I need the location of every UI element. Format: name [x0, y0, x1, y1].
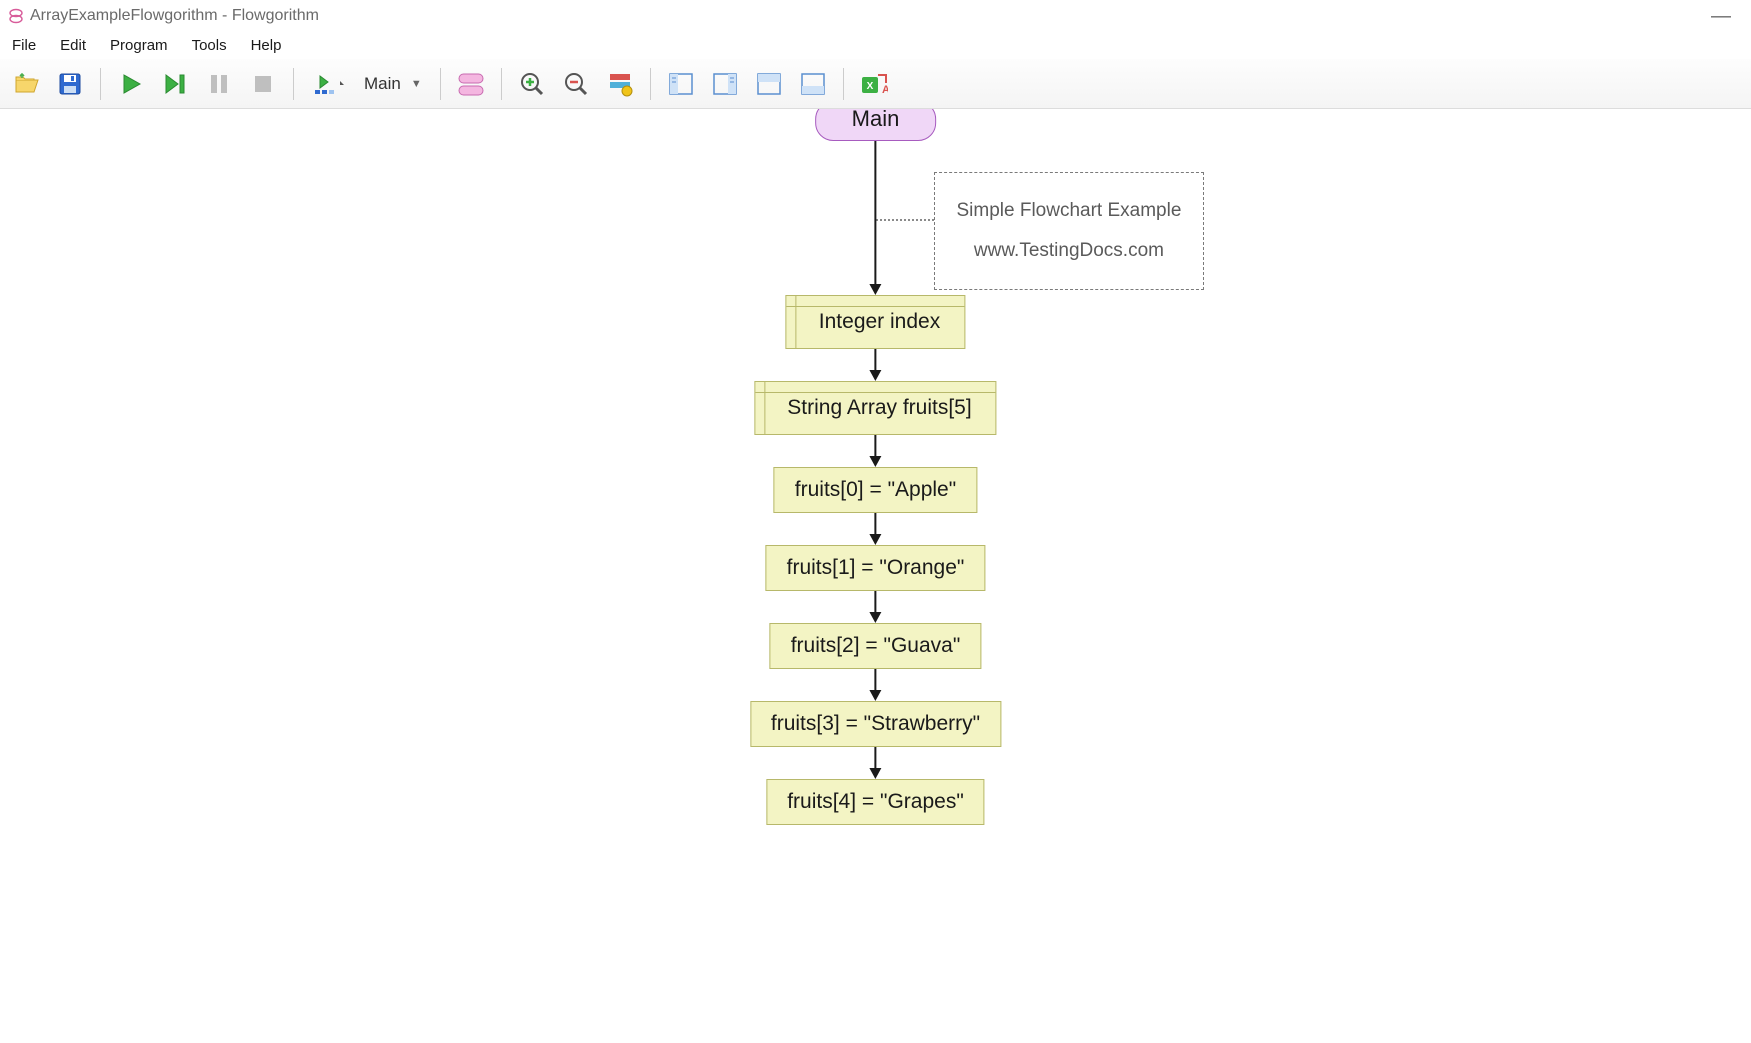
flow-arrow[interactable] — [869, 591, 881, 623]
layout-right-icon — [712, 72, 738, 96]
flow-arrow[interactable] — [869, 349, 881, 381]
layout-left-button[interactable] — [661, 64, 701, 104]
pill-shape-icon — [456, 71, 486, 97]
flow-arrow[interactable] — [869, 747, 881, 779]
save-button[interactable] — [50, 64, 90, 104]
menu-file[interactable]: File — [0, 34, 48, 57]
style-button[interactable] — [600, 64, 640, 104]
terminal-main-node[interactable]: Main — [815, 109, 937, 141]
menu-program[interactable]: Program — [98, 34, 180, 57]
svg-text:X: X — [866, 81, 873, 92]
zoom-out-icon — [563, 71, 589, 97]
save-icon — [57, 71, 83, 97]
app-icon — [8, 8, 24, 24]
assign-fruits2-label: fruits[2] = "Guava" — [791, 634, 961, 657]
declare-fruits-label: String Array fruits[5] — [779, 396, 971, 420]
open-button[interactable] — [6, 64, 46, 104]
declare-index-label: Integer index — [811, 310, 940, 334]
declare-fruits-node[interactable]: String Array fruits[5] — [754, 381, 996, 435]
toolbar-separator — [440, 68, 441, 100]
pause-icon — [207, 72, 231, 96]
layout-top-button[interactable] — [749, 64, 789, 104]
flow-arrow[interactable] — [869, 669, 881, 701]
assign-fruits1-label: fruits[1] = "Orange" — [787, 556, 965, 579]
assign-fruits1-node[interactable]: fruits[1] = "Orange" — [766, 545, 986, 591]
svg-text:A: A — [882, 84, 888, 96]
flow-arrow[interactable] — [869, 435, 881, 467]
style-icon — [607, 71, 633, 97]
assign-fruits2-node[interactable]: fruits[2] = "Guava" — [770, 623, 982, 669]
new-function-button[interactable] — [451, 64, 491, 104]
zoom-out-button[interactable] — [556, 64, 596, 104]
speed-icon — [310, 70, 346, 98]
assign-fruits3-node[interactable]: fruits[3] = "Strawberry" — [750, 701, 1001, 747]
step-icon — [162, 71, 188, 97]
function-selector[interactable]: Main ▼ — [356, 70, 430, 98]
menubar: File Edit Program Tools Help — [0, 32, 1751, 59]
toolbar: Main ▼ — [0, 59, 1751, 109]
declare-index-node[interactable]: Integer index — [786, 295, 965, 349]
flow-arrow[interactable] — [869, 513, 881, 545]
window-minimize-button[interactable]: — — [1699, 5, 1743, 28]
window-titlebar: ArrayExampleFlowgorithm - Flowgorithm — — [0, 0, 1751, 32]
chevron-down-icon: ▼ — [411, 78, 422, 90]
layout-bottom-button[interactable] — [793, 64, 833, 104]
play-icon — [118, 71, 144, 97]
speed-button[interactable] — [304, 64, 352, 104]
layout-top-icon — [756, 72, 782, 96]
assign-fruits0-node[interactable]: fruits[0] = "Apple" — [774, 467, 977, 513]
toolbar-separator — [501, 68, 502, 100]
comment-node[interactable]: Simple Flowchart Example www.TestingDocs… — [934, 172, 1205, 290]
toolbar-separator — [293, 68, 294, 100]
assign-fruits3-label: fruits[3] = "Strawberry" — [771, 712, 980, 735]
flowchart-canvas[interactable]: Main Simple Flowchart Example www.Testin… — [0, 109, 1751, 1043]
comment-line2: www.TestingDocs.com — [957, 231, 1182, 271]
flow-arrow[interactable] — [869, 137, 881, 295]
comment-line1: Simple Flowchart Example — [957, 191, 1182, 231]
pause-button[interactable] — [199, 64, 239, 104]
step-button[interactable] — [155, 64, 195, 104]
menu-help[interactable]: Help — [239, 34, 294, 57]
toolbar-separator — [843, 68, 844, 100]
menu-edit[interactable]: Edit — [48, 34, 98, 57]
function-selected-label: Main — [364, 74, 401, 94]
toolbar-separator — [650, 68, 651, 100]
export-code-icon: X A — [860, 71, 888, 97]
layout-right-button[interactable] — [705, 64, 745, 104]
window-title: ArrayExampleFlowgorithm - Flowgorithm — [30, 7, 319, 25]
stop-icon — [251, 72, 275, 96]
layout-left-icon — [668, 72, 694, 96]
zoom-in-icon — [519, 71, 545, 97]
assign-fruits4-node[interactable]: fruits[4] = "Grapes" — [766, 779, 985, 825]
menu-tools[interactable]: Tools — [180, 34, 239, 57]
layout-bottom-icon — [800, 72, 826, 96]
toolbar-separator — [100, 68, 101, 100]
assign-fruits4-label: fruits[4] = "Grapes" — [787, 790, 964, 813]
terminal-main-label: Main — [852, 109, 900, 131]
zoom-in-button[interactable] — [512, 64, 552, 104]
export-code-button[interactable]: X A — [854, 64, 894, 104]
run-button[interactable] — [111, 64, 151, 104]
folder-open-icon — [12, 70, 40, 98]
assign-fruits0-label: fruits[0] = "Apple" — [795, 478, 956, 501]
stop-button[interactable] — [243, 64, 283, 104]
